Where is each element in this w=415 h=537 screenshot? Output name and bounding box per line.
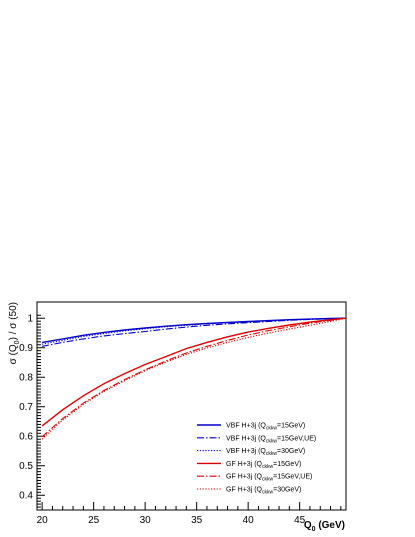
y-axis-label-post: ) / σ (50) [8, 302, 19, 340]
y-axis-label-sub: 0 [14, 340, 21, 344]
axis-ticks [37, 314, 342, 510]
series-line-4 [41, 317, 347, 427]
y-tick-label: 0.7 [19, 402, 33, 413]
series-line-6 [41, 317, 347, 440]
x-tick-label: 45 [294, 515, 306, 526]
legend-label-3: VBF H+3j (Qckkw=30GeV) [226, 448, 305, 457]
legend-label-4: GF H+3j (Qckkw=15GeV) [226, 461, 301, 470]
tick-labels: 20 25 30 35 40 45 0.4 0.5 0.6 0.7 0.8 0.9 1 [19, 314, 306, 526]
x-tick-label: 35 [191, 515, 203, 526]
legend-label-1: VBF H+3j (Qckkw=15GeV) [226, 423, 305, 432]
y-tick-label: 0.9 [19, 343, 33, 354]
x-axis-label-sub: 0 [312, 526, 316, 533]
x-axis-label: Q0 (GeV) [304, 520, 345, 533]
legend-label-5: GF H+3j (Qckkw=15GeV,UE) [226, 474, 312, 483]
y-tick-label: 0.6 [19, 432, 33, 443]
legend-label-6: GF H+3j (Qckkw=30GeV) [226, 487, 301, 496]
series-line-3 [42, 317, 347, 345]
y-axis-label-pre: σ (Q [8, 344, 19, 364]
x-tick-label: 20 [37, 515, 49, 526]
plot-frame [36, 301, 347, 511]
x-tick-label: 40 [243, 515, 255, 526]
series-line-5 [41, 317, 347, 438]
legend-label-2: VBF H+3j (Qckkw=15GeV,UE) [226, 435, 316, 444]
series-line-2 [41, 317, 347, 347]
x-axis-label-main: Q [304, 520, 312, 531]
legend: VBF H+3j (Qckkw=15GeV) VBF H+3j (Qckkw=15… [197, 423, 316, 496]
y-tick-label: 0.8 [19, 373, 33, 384]
y-tick-label: 1 [27, 314, 33, 325]
y-axis-label: σ (Q0) / σ (50) [8, 302, 21, 364]
series-lines [41, 317, 347, 440]
x-axis-label-unit: (GeV) [316, 520, 345, 531]
x-tick-label: 30 [140, 515, 152, 526]
y-tick-label: 0.5 [19, 461, 33, 472]
x-tick-label: 25 [88, 515, 100, 526]
series-line-1 [41, 317, 347, 344]
y-tick-label: 0.4 [19, 491, 33, 502]
